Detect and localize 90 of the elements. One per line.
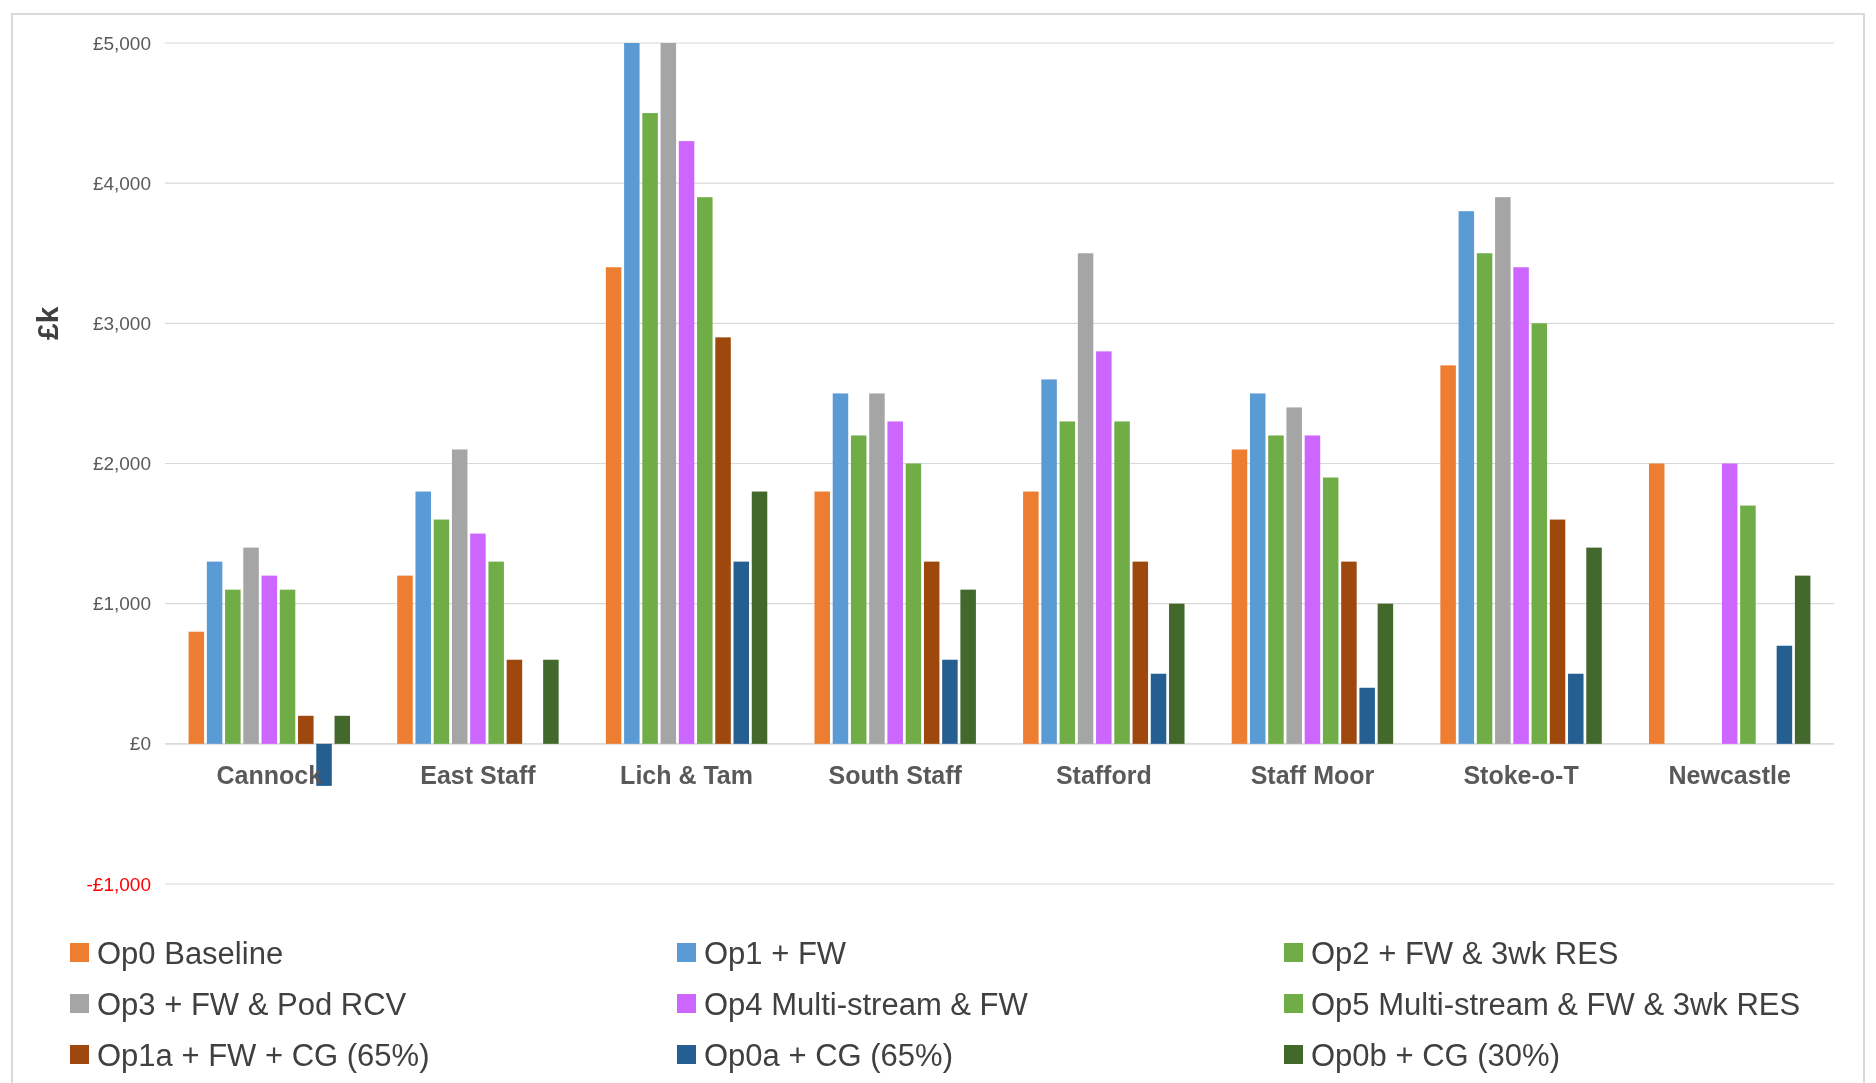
bar xyxy=(1322,477,1339,744)
legend-label: Op0a + CG (65%) xyxy=(704,1037,953,1073)
legend-label: Op5 Multi-stream & FW & 3wk RES xyxy=(1311,986,1801,1022)
bar xyxy=(1114,421,1130,744)
legend-label: Op3 + FW & Pod RCV xyxy=(97,986,407,1022)
x-tick-label: East Staff xyxy=(420,760,537,789)
bar xyxy=(1169,603,1185,744)
legend-label: Op0b + CG (30%) xyxy=(1311,1037,1560,1073)
bar xyxy=(1740,505,1756,744)
bar xyxy=(905,463,922,744)
y-tick-label: £2,000 xyxy=(92,453,151,475)
y-tick-label: £0 xyxy=(129,733,151,755)
bar xyxy=(1377,603,1394,744)
bar xyxy=(433,519,450,744)
bar xyxy=(751,491,768,744)
bar xyxy=(869,393,885,744)
bar xyxy=(1096,351,1112,744)
bar xyxy=(1341,561,1357,744)
legend-label: Op1a + FW + CG (65%) xyxy=(97,1037,430,1073)
bar xyxy=(1513,267,1529,744)
bar xyxy=(1132,561,1149,744)
bar xyxy=(397,575,413,744)
bar xyxy=(660,43,677,744)
bar xyxy=(1041,379,1057,744)
bar xyxy=(642,113,658,744)
bar xyxy=(506,659,523,744)
bar xyxy=(470,533,486,744)
bar xyxy=(733,561,750,744)
bar xyxy=(1150,673,1167,744)
bar xyxy=(850,435,867,744)
bar xyxy=(1776,645,1793,744)
bar xyxy=(1268,435,1284,744)
y-tick-label: £3,000 xyxy=(92,312,151,334)
bar xyxy=(942,659,958,744)
bar xyxy=(678,141,695,744)
bar xyxy=(1476,253,1493,744)
bar xyxy=(298,715,314,744)
bar xyxy=(1286,407,1302,744)
bar xyxy=(1359,687,1375,744)
bar xyxy=(1648,463,1665,744)
x-tick-label: Newcastle xyxy=(1668,760,1791,789)
y-tick-label: -£1,000 xyxy=(86,873,151,895)
bar xyxy=(715,337,731,744)
bar xyxy=(960,589,976,744)
bar xyxy=(206,561,223,744)
bar xyxy=(261,575,278,744)
bar xyxy=(605,267,622,744)
bar xyxy=(814,491,830,744)
bar xyxy=(543,659,559,744)
x-tick-label: South Staff xyxy=(828,760,963,789)
bar xyxy=(1586,547,1602,744)
bar xyxy=(334,715,351,744)
y-tick-label: £1,000 xyxy=(92,593,151,615)
bar xyxy=(1794,575,1811,744)
x-tick-label: Lich & Tam xyxy=(620,760,754,789)
legend-label: Op1 + FW xyxy=(704,935,847,971)
bar xyxy=(451,449,468,744)
bar xyxy=(1440,365,1456,744)
bar xyxy=(1231,449,1248,744)
legend-label: Op2 + FW & 3wk RES xyxy=(1311,935,1619,971)
bar xyxy=(188,631,205,744)
legend-label: Op4 Multi-stream & FW xyxy=(704,986,1029,1022)
bar xyxy=(1531,323,1548,744)
bar xyxy=(243,547,259,744)
bar xyxy=(1495,197,1511,744)
legend-label: Op0 Baseline xyxy=(97,935,284,971)
bar xyxy=(1549,519,1566,744)
bar xyxy=(279,589,296,744)
bar xyxy=(1249,393,1266,744)
bar xyxy=(1059,421,1076,744)
bar xyxy=(488,561,504,744)
bar xyxy=(1721,463,1738,744)
bar xyxy=(624,43,640,744)
bar xyxy=(1568,673,1584,744)
x-tick-label: Stoke-o-T xyxy=(1463,760,1579,789)
bar xyxy=(1023,491,1039,744)
y-tick-label: £4,000 xyxy=(92,172,151,194)
bar xyxy=(1304,435,1321,744)
bar xyxy=(225,589,241,744)
bar xyxy=(887,421,903,744)
bar xyxy=(1458,211,1475,744)
x-tick-label: Stafford xyxy=(1055,760,1152,789)
y-tick-label: £5,000 xyxy=(92,32,151,54)
bar xyxy=(415,491,431,744)
bar xyxy=(1077,253,1094,744)
bar xyxy=(697,197,713,744)
bar xyxy=(832,393,849,744)
bar xyxy=(923,561,940,744)
x-tick-label: Staff Moor xyxy=(1250,760,1375,789)
y-axis-title: £k xyxy=(31,306,64,341)
